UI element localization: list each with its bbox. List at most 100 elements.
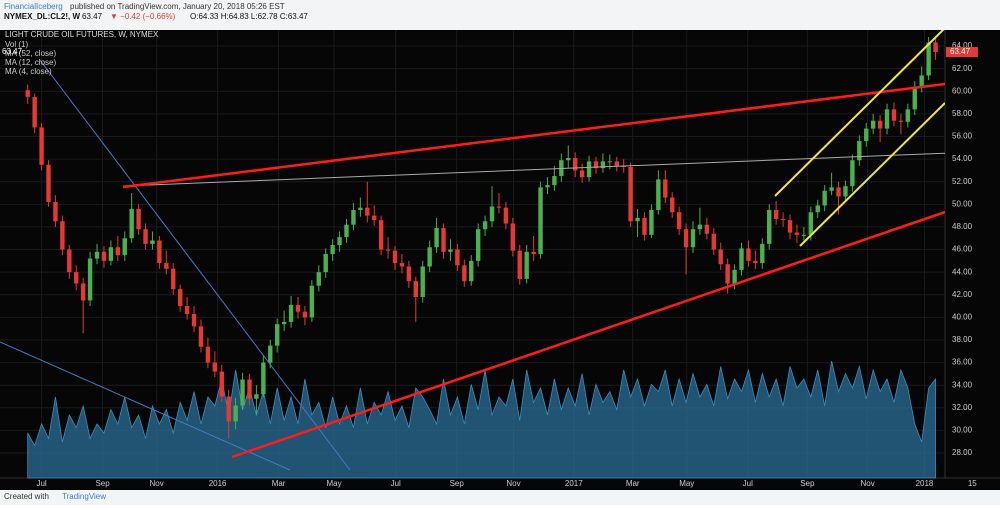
drawings <box>0 30 945 471</box>
candle-body <box>877 120 883 129</box>
candle-body <box>101 251 107 261</box>
candle-body <box>302 311 308 318</box>
candle-body <box>136 208 141 230</box>
candle-body <box>46 164 51 203</box>
x-tick-label: Sep <box>95 479 110 488</box>
candle-body <box>122 238 127 256</box>
last-price-left: 63.47 <box>2 47 23 56</box>
author[interactable]: FinancialIceberg <box>4 2 63 11</box>
candle-body <box>337 237 342 246</box>
x-tick-label: Nov <box>506 479 520 488</box>
candle-body <box>524 251 529 279</box>
candle-body <box>351 209 356 225</box>
y-tick-label: 62.00 <box>952 64 973 73</box>
indicator: MA (52, close) <box>5 49 56 58</box>
candle-body <box>780 219 786 221</box>
candle-body <box>850 160 855 187</box>
x-tick-label: Mar <box>272 479 286 488</box>
last-price: 63.47 <box>82 12 103 21</box>
candle-body <box>74 272 79 284</box>
candle-body <box>857 141 862 161</box>
candle-body <box>240 379 245 406</box>
candle-body <box>676 212 682 230</box>
candle-body <box>275 324 280 346</box>
trend-line <box>799 102 945 247</box>
candle-body <box>794 232 800 235</box>
candle-body <box>725 264 730 284</box>
y-tick-label: 44.00 <box>952 267 973 276</box>
y-tick-label: 60.00 <box>952 86 973 95</box>
candle-body <box>469 260 474 282</box>
trend-line <box>122 152 945 187</box>
x-tick-label: 2017 <box>565 479 583 488</box>
candle-body <box>496 206 502 208</box>
x-tick-label: 2018 <box>916 479 934 488</box>
candle-body <box>171 268 176 290</box>
y-tick-label: 42.00 <box>952 290 973 299</box>
indicator: MA (12, close) <box>5 58 56 67</box>
candle-body <box>538 187 543 255</box>
x-tick-label: 2016 <box>209 479 227 488</box>
candle-body <box>760 243 765 264</box>
candle-body <box>905 109 911 122</box>
candle-body <box>767 209 772 244</box>
candle-body <box>87 258 93 301</box>
candle-body <box>552 176 557 186</box>
candle-body <box>489 206 495 222</box>
candle-body <box>143 229 148 244</box>
candle-body <box>926 42 931 76</box>
y-tick-label: 64.00 <box>952 41 973 50</box>
candle-body <box>164 263 169 269</box>
candle-body <box>184 306 190 314</box>
candle-body <box>212 362 218 372</box>
candle-body <box>475 229 481 261</box>
candle-body <box>586 161 592 178</box>
header-bg <box>0 0 1000 30</box>
candle-body <box>593 161 599 169</box>
y-tick-label: 38.00 <box>952 335 973 344</box>
last-price-tag <box>946 47 978 58</box>
candle-body <box>566 157 571 161</box>
candle-body <box>108 247 114 261</box>
x-tick-label: Jul <box>743 479 753 488</box>
candle-body <box>94 251 100 259</box>
candle-body <box>233 405 238 422</box>
candle-body <box>572 157 578 171</box>
candle-body <box>455 249 460 266</box>
candle-body <box>60 221 65 250</box>
candle-body <box>787 220 793 233</box>
candle-body <box>462 265 467 282</box>
candle-layer <box>25 36 938 439</box>
candle-body <box>836 187 841 197</box>
candle-body <box>39 127 44 165</box>
candle-body <box>53 202 58 222</box>
footer-brand[interactable]: TradingView <box>62 492 106 501</box>
candle-body <box>413 281 419 298</box>
candle-body <box>295 304 301 312</box>
candle-body <box>129 208 134 239</box>
candle-body <box>898 120 904 122</box>
y-tick-label: 28.00 <box>952 448 973 457</box>
candle-body <box>67 249 72 273</box>
candle-body <box>718 249 723 265</box>
trend-line <box>122 82 945 189</box>
y-tick-label: 30.00 <box>952 426 973 435</box>
candle-body <box>385 249 391 251</box>
axes: 64.00 62.00 60.00 58.00 56.00 54.00 52.00 50.00… <box>2 41 978 488</box>
candle-body <box>316 272 321 286</box>
candle-body <box>870 120 876 129</box>
candle-body <box>510 223 516 251</box>
candle-body <box>864 128 869 142</box>
candle-body <box>884 109 890 129</box>
candle-body <box>226 396 231 422</box>
candle-body <box>517 250 522 279</box>
candle-body <box>829 187 834 191</box>
indicator: Vol (1) <box>5 40 28 49</box>
candle-body <box>406 266 412 282</box>
x-tick-label: Nov <box>150 479 164 488</box>
candle-body <box>753 260 758 264</box>
candle-body <box>288 304 294 322</box>
chart-title: LIGHT CRUDE OIL FUTURES, W, NYMEX <box>5 30 159 39</box>
candle-body <box>843 186 848 197</box>
candle-body <box>372 215 377 221</box>
